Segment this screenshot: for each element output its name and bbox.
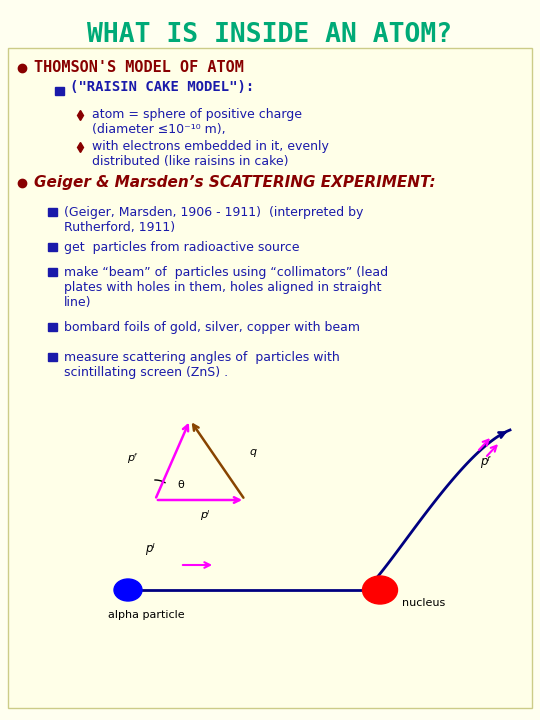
Text: get  particles from radioactive source: get particles from radioactive source	[64, 241, 300, 254]
Text: with electrons embedded in it, evenly
distributed (like raisins in cake): with electrons embedded in it, evenly di…	[92, 140, 329, 168]
Text: ("RAISIN CAKE MODEL"):: ("RAISIN CAKE MODEL"):	[70, 80, 254, 94]
Bar	[48, 353, 57, 361]
Text: nucleus: nucleus	[402, 598, 446, 608]
Text: WHAT IS INSIDE AN ATOM?: WHAT IS INSIDE AN ATOM?	[87, 22, 453, 48]
Text: THOMSON'S MODEL OF ATOM: THOMSON'S MODEL OF ATOM	[34, 60, 244, 75]
Text: pᴵ: pᴵ	[200, 510, 210, 520]
Text: pᴵ: pᴵ	[145, 542, 154, 555]
FancyBboxPatch shape	[8, 48, 532, 708]
Text: alpha particle: alpha particle	[108, 610, 185, 620]
Bar	[48, 243, 57, 251]
Bar	[55, 87, 64, 95]
Bar	[48, 268, 57, 276]
Text: (Geiger, Marsden, 1906 - 1911)  (interpreted by
Rutherford, 1911): (Geiger, Marsden, 1906 - 1911) (interpre…	[64, 206, 363, 234]
Ellipse shape	[362, 576, 397, 604]
Text: θ: θ	[177, 480, 184, 490]
Text: q: q	[249, 447, 256, 457]
Text: Geiger & Marsden’s SCATTERING EXPERIMENT:: Geiger & Marsden’s SCATTERING EXPERIMENT…	[34, 175, 436, 190]
Text: bombard foils of gold, silver, copper with beam: bombard foils of gold, silver, copper wi…	[64, 321, 360, 334]
Text: atom = sphere of positive charge
(diameter ≤10⁻¹⁰ m),: atom = sphere of positive charge (diamet…	[92, 108, 302, 136]
Ellipse shape	[114, 579, 142, 601]
Bar	[48, 323, 57, 331]
Text: measure scattering angles of  particles with
scintillating screen (ZnS) .: measure scattering angles of particles w…	[64, 351, 340, 379]
Text: make “beam” of  particles using “collimators” (lead
plates with holes in them, h: make “beam” of particles using “collimat…	[64, 266, 388, 309]
Text: pᶠ: pᶠ	[480, 455, 491, 468]
Text: pᶠ: pᶠ	[127, 453, 137, 463]
Bar	[48, 208, 57, 216]
